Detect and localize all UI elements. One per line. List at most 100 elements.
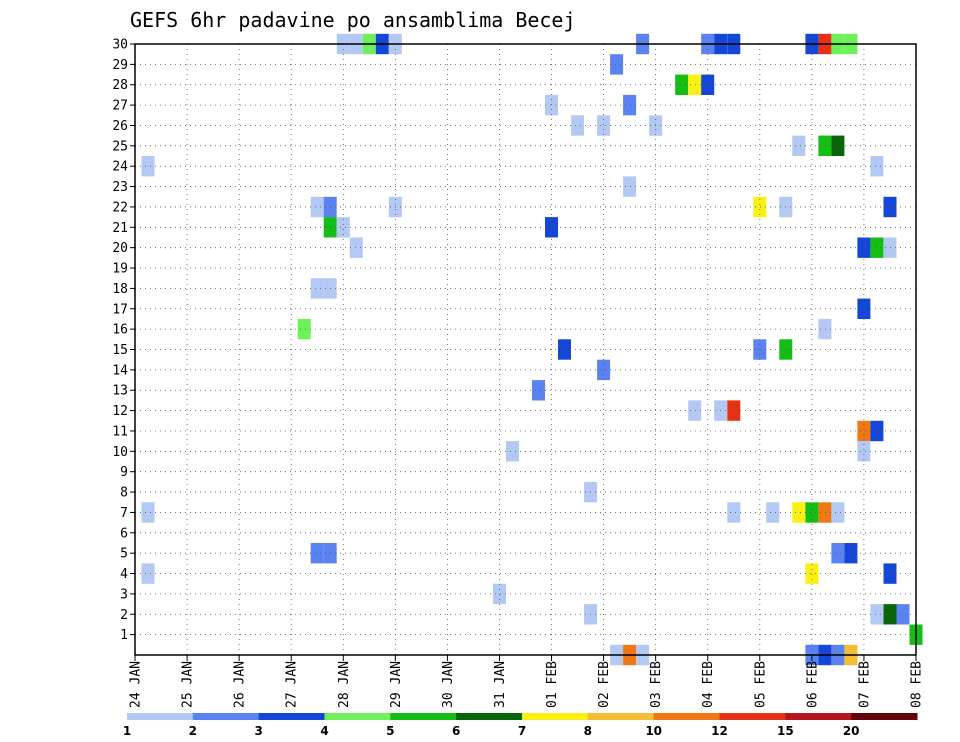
x-tick-label: 08 FEB <box>910 661 925 708</box>
legend-label: 1 <box>123 724 131 738</box>
cell-25 <box>571 115 585 136</box>
y-tick-label: 18 <box>112 282 128 297</box>
x-tick-label: 29 JAN <box>389 661 404 708</box>
x-tick-label: 05 FEB <box>753 661 768 708</box>
cells-layer <box>141 33 923 666</box>
x-tick-label: 30 JAN <box>441 661 456 708</box>
x-tick-label: 02 FEB <box>597 661 612 708</box>
legend-label: 3 <box>254 724 262 738</box>
cell-4 <box>310 196 324 218</box>
y-tick-label: 24 <box>112 160 128 175</box>
y-tick-label: 10 <box>112 445 128 460</box>
legend-label: 20 <box>843 724 860 738</box>
legend-label: 10 <box>645 724 662 738</box>
x-tick-label: 26 JAN <box>233 661 248 708</box>
y-tick-label: 17 <box>112 302 128 317</box>
x-tick-label: 01 FEB <box>545 661 560 708</box>
x-tick-label: 31 JAN <box>493 661 508 708</box>
legend-label: 5 <box>386 724 394 738</box>
y-tick-label: 23 <box>112 180 128 195</box>
cell-73 <box>857 298 871 319</box>
cell-28 <box>597 115 611 136</box>
y-tick-label: 12 <box>112 404 128 419</box>
x-tick-label: 24 JAN <box>129 661 144 708</box>
cell-60 <box>818 135 832 156</box>
y-tick-label: 16 <box>112 323 128 338</box>
legend-label: 4 <box>320 724 328 738</box>
cell-72 <box>857 237 871 258</box>
cell-53 <box>792 135 806 156</box>
y-tick-label: 28 <box>112 78 128 93</box>
cell-66 <box>831 502 845 523</box>
x-axis: 24 JAN 25 JAN 26 JAN 27 JAN 28 JAN 29 JAN 30 J… <box>129 655 925 708</box>
cell-67 <box>831 543 845 564</box>
cell-84 <box>896 604 910 625</box>
cell-57 <box>805 563 819 584</box>
cell-30 <box>610 54 624 75</box>
y-tick-label: 3 <box>120 587 128 602</box>
cell-19 <box>506 441 519 462</box>
cell-61 <box>818 318 832 340</box>
legend-swatch <box>851 713 918 720</box>
y-tick-label: 26 <box>112 119 128 134</box>
x-tick-label: 07 FEB <box>857 661 872 708</box>
y-tick-label: 27 <box>112 99 128 114</box>
color-legend: 1 2 3 4 5 6 7 8 10 12 15 20 <box>123 713 918 738</box>
legend-label: 8 <box>584 724 592 738</box>
legend-swatch <box>258 713 325 720</box>
x-tick-label: 25 JAN <box>181 661 196 708</box>
cell-14 <box>349 237 363 258</box>
y-tick-label: 21 <box>112 221 128 236</box>
y-tick-label: 7 <box>120 506 128 521</box>
y-tick-label: 1 <box>120 628 128 643</box>
y-tick-label: 6 <box>120 526 128 541</box>
cell-32 <box>623 94 637 116</box>
cell-22 <box>545 94 558 116</box>
y-tick-label: 19 <box>112 262 128 277</box>
legend-swatch <box>192 713 260 720</box>
y-tick-label: 2 <box>120 608 128 623</box>
legend-swatch <box>456 713 523 720</box>
cell-74 <box>857 420 871 442</box>
cell-39 <box>688 74 702 95</box>
y-tick-label: 5 <box>120 547 128 562</box>
y-tick-label: 15 <box>112 343 128 358</box>
y-tick-label: 11 <box>112 424 128 439</box>
cell-0 <box>141 156 155 177</box>
cell-24 <box>558 339 571 360</box>
cell-76 <box>870 156 884 177</box>
cell-21 <box>532 380 545 401</box>
cell-79 <box>870 604 884 625</box>
y-tick-label: 29 <box>112 58 128 73</box>
x-tick-label: 04 FEB <box>701 661 716 708</box>
y-tick-label: 30 <box>112 38 128 53</box>
y-tick-label: 25 <box>112 139 128 154</box>
y-tick-label: 22 <box>112 200 128 215</box>
x-tick-label: 27 JAN <box>285 661 300 708</box>
cell-77 <box>870 237 884 258</box>
legend-label: 12 <box>711 724 728 738</box>
legend-swatch <box>522 713 589 720</box>
cell-78 <box>870 420 884 442</box>
grid-layer <box>135 44 916 655</box>
y-tick-label: 8 <box>120 486 128 501</box>
y-axis: 1234567891011121314151617181920212223242… <box>112 38 135 643</box>
x-tick-label: 28 JAN <box>337 661 352 708</box>
chart-title: GEFS 6hr padavine po ansamblima Becej <box>130 8 576 32</box>
cell-38 <box>675 74 689 95</box>
x-tick-label: 03 FEB <box>649 661 664 708</box>
y-tick-label: 13 <box>112 384 128 399</box>
cell-48 <box>753 196 767 218</box>
legend-swatch <box>785 713 852 720</box>
cell-47 <box>727 502 741 523</box>
cell-5 <box>310 278 324 299</box>
cell-46 <box>727 400 741 421</box>
cell-33 <box>623 176 637 197</box>
legend-swatch <box>390 713 457 720</box>
cell-12 <box>336 217 350 238</box>
cell-23 <box>545 217 558 238</box>
legend-swatch <box>719 713 786 720</box>
cell-75 <box>857 441 871 462</box>
legend-label: 6 <box>452 724 460 738</box>
